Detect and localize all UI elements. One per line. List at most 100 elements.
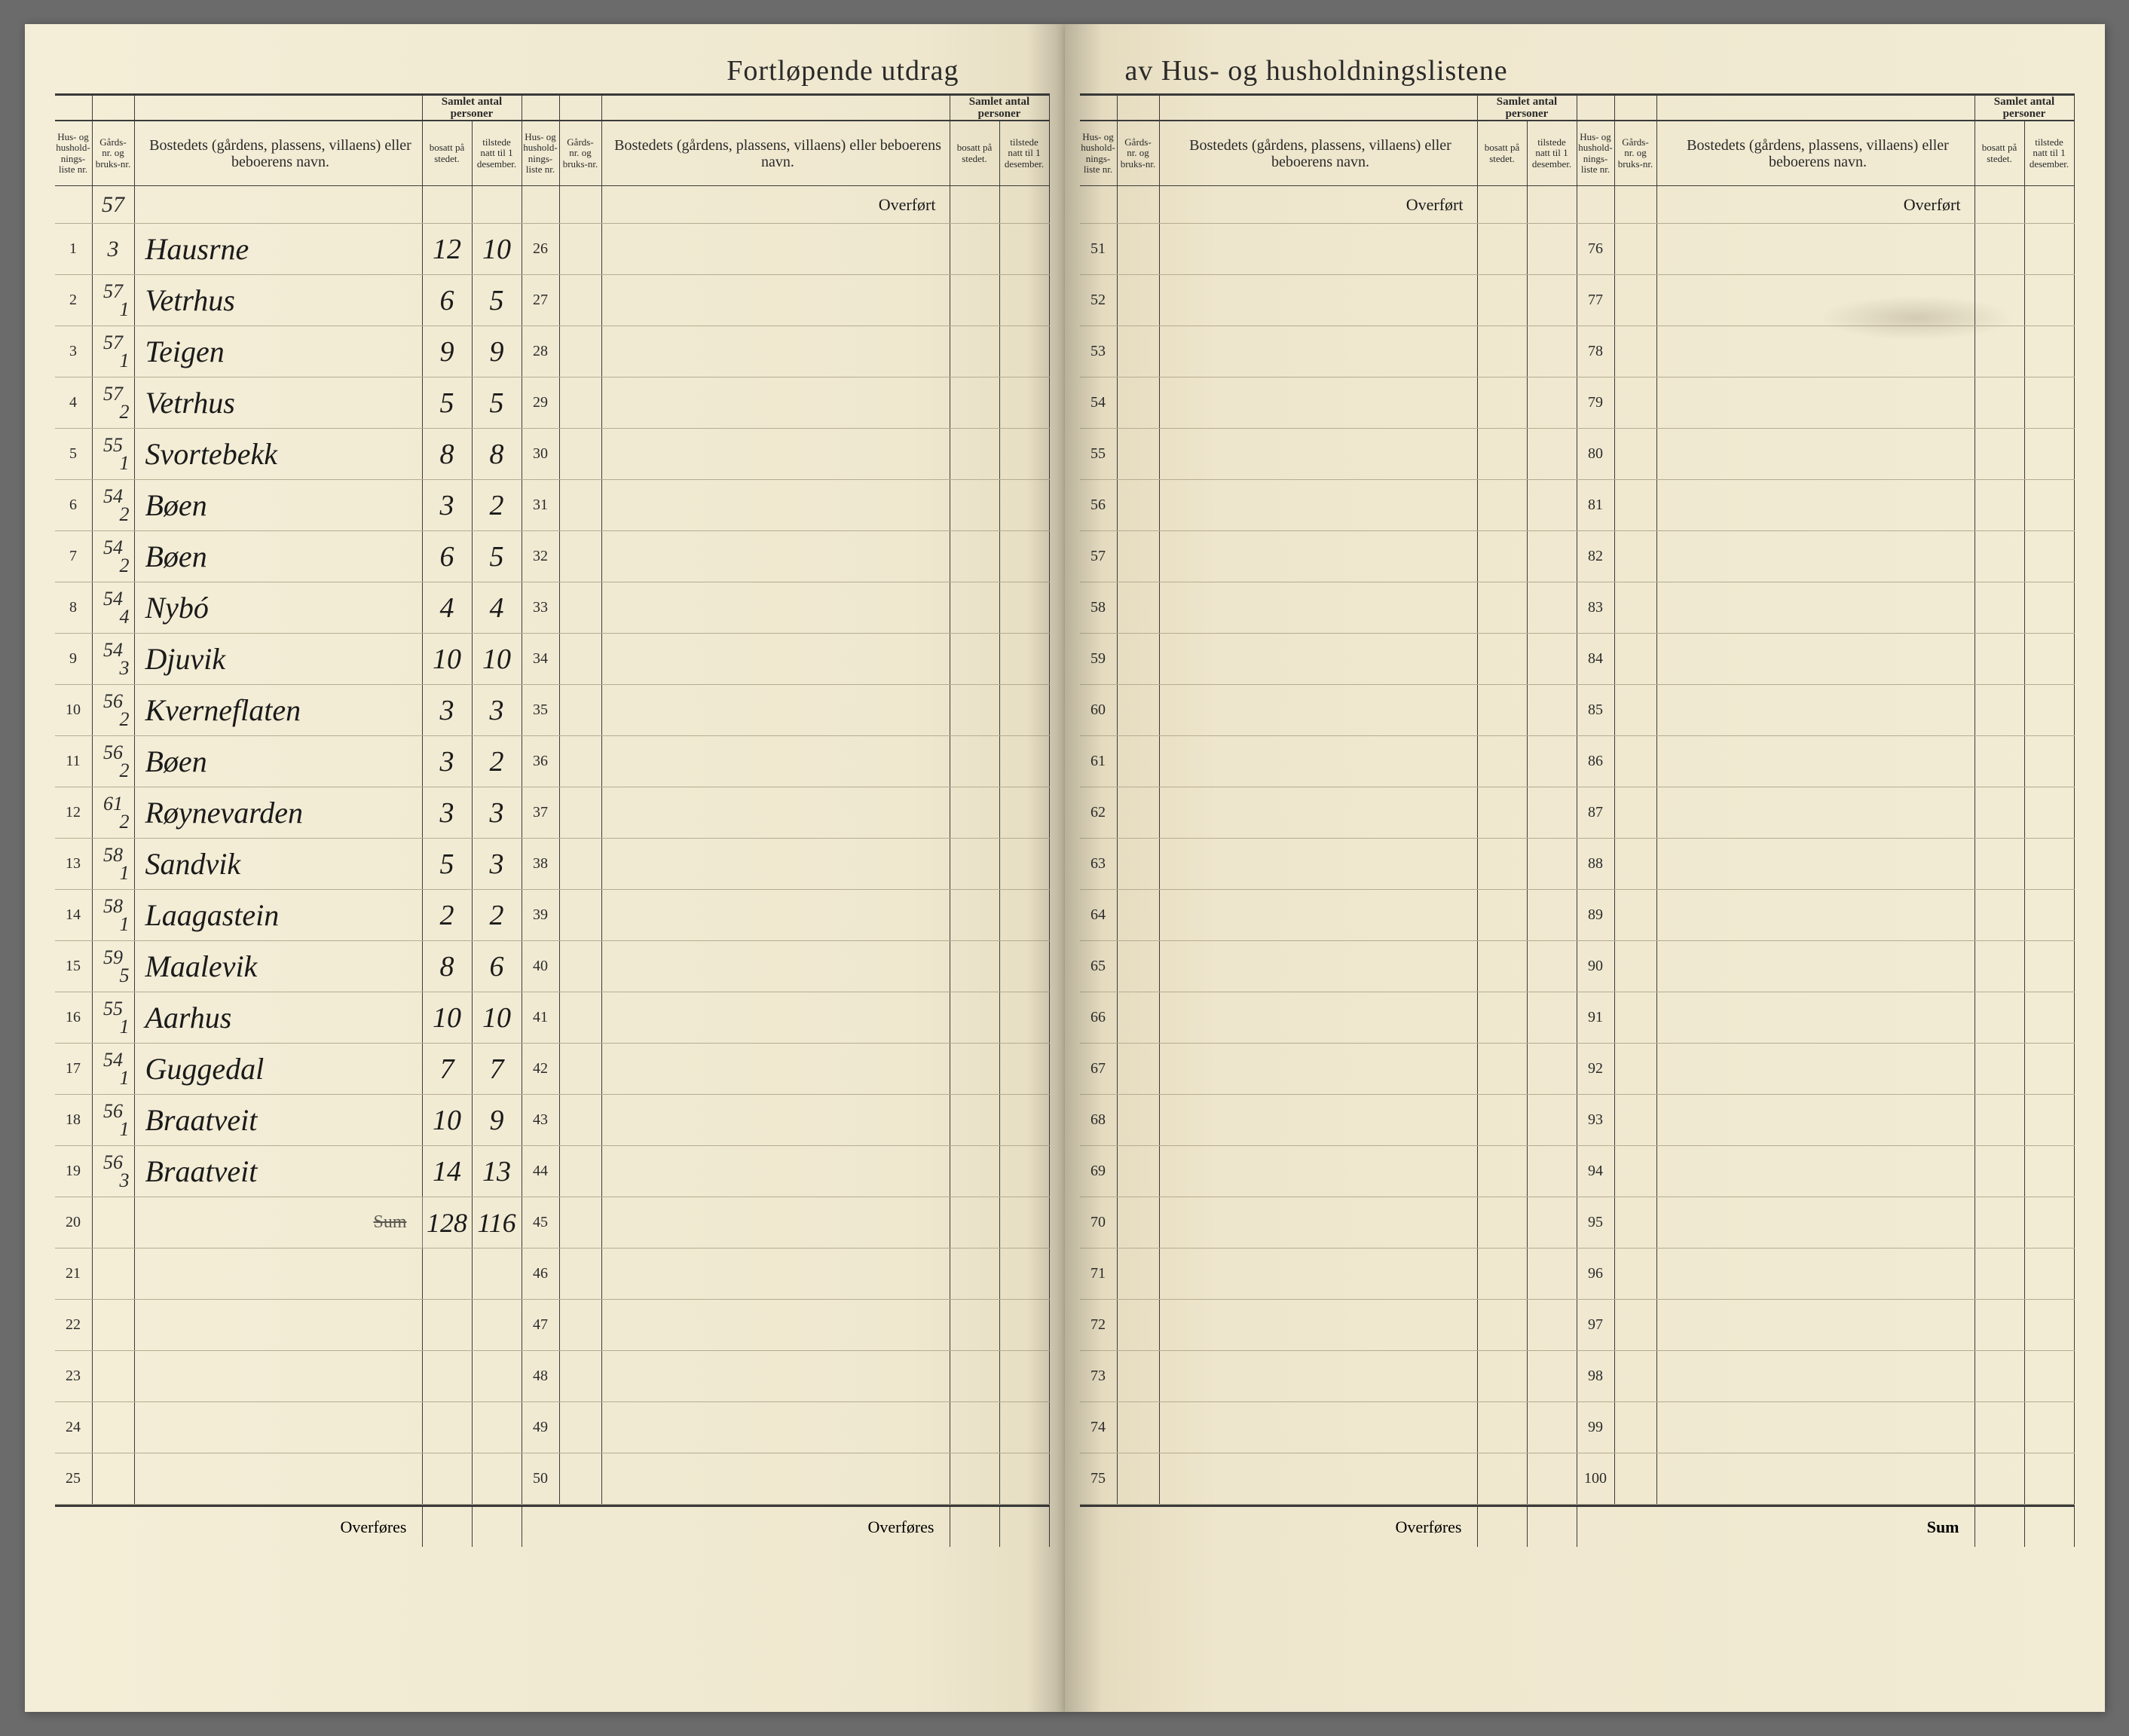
bosatt-count: 6 <box>423 531 473 582</box>
bosatt-count <box>1478 1453 1528 1504</box>
gard-nr <box>560 839 602 889</box>
row-number: 79 <box>1577 377 1615 428</box>
row-number: 35 <box>522 685 560 735</box>
bosted-name: Vetrhus <box>135 377 423 428</box>
bosatt-count <box>950 736 1000 787</box>
bosatt-count <box>950 634 1000 684</box>
gard-nr <box>1118 429 1160 479</box>
table-row: 22 <box>55 1300 522 1351</box>
row-number: 11 <box>55 736 93 787</box>
row-number: 76 <box>1577 224 1615 274</box>
gard-nr <box>1615 1402 1657 1453</box>
gard-nr: 581 <box>93 839 135 889</box>
gard-nr <box>1118 531 1160 582</box>
bosted-name <box>1657 326 1975 377</box>
gard-nr <box>1118 1249 1160 1299</box>
bosted-name <box>602 377 950 428</box>
row-number: 49 <box>522 1402 560 1453</box>
tilstede-count <box>1528 1146 1577 1197</box>
bosatt-count <box>950 377 1000 428</box>
gard-nr <box>1615 1044 1657 1094</box>
gard-nr <box>560 1095 602 1145</box>
bosatt-count <box>950 1197 1000 1248</box>
table-row: 14581Laagastein22 <box>55 890 522 941</box>
row-number: 39 <box>522 890 560 940</box>
bosted-name: Svortebekk <box>135 429 423 479</box>
bosatt-count: 5 <box>423 839 473 889</box>
bosatt-count: 14 <box>423 1146 473 1197</box>
table-row: 57 <box>1080 531 1577 582</box>
tilstede-count <box>1000 992 1050 1043</box>
gard-nr <box>1118 1146 1160 1197</box>
tilstede-count <box>2025 480 2075 530</box>
bosatt-count <box>950 480 1000 530</box>
bosted-name <box>135 1249 423 1299</box>
bosted-name <box>602 685 950 735</box>
bosted-name <box>1657 224 1975 274</box>
gard-nr <box>1615 377 1657 428</box>
gard-nr <box>1118 480 1160 530</box>
bosted-name <box>1160 1044 1478 1094</box>
bosatt-count <box>1975 531 2025 582</box>
table-row: 13Hausrne1210 <box>55 224 522 275</box>
tilstede-count <box>1528 224 1577 274</box>
bosted-name <box>135 1402 423 1453</box>
table-row: 34 <box>522 634 1050 685</box>
table-row: 100 <box>1577 1453 2075 1505</box>
tilstede-count <box>1000 1249 1050 1299</box>
left-s2-rows: Overført 2627282930313233343536373839404… <box>522 186 1050 1505</box>
row-number: 30 <box>522 429 560 479</box>
tilstede-count: 4 <box>473 582 522 633</box>
tilstede-count <box>2025 1453 2075 1504</box>
gard-nr <box>560 787 602 838</box>
bosatt-count: 8 <box>423 941 473 992</box>
table-row: 17541Guggedal77 <box>55 1044 522 1095</box>
bosatt-count <box>1975 736 2025 787</box>
bosatt-count <box>950 1402 1000 1453</box>
gard-nr: 542 <box>93 531 135 582</box>
bosatt-count <box>1975 480 2025 530</box>
bosatt-count <box>1478 1351 1528 1401</box>
bosatt-count <box>950 1300 1000 1350</box>
bosatt-count <box>423 1453 473 1504</box>
bosted-name <box>1657 736 1975 787</box>
bosted-name <box>1160 480 1478 530</box>
tilstede-count <box>2025 1249 2075 1299</box>
row-number: 28 <box>522 326 560 377</box>
gard-nr <box>1615 582 1657 633</box>
table-row: 87 <box>1577 787 2075 839</box>
gard-nr: 612 <box>93 787 135 838</box>
table-row: 59 <box>1080 634 1577 685</box>
tilstede-count <box>2025 1044 2075 1094</box>
gard-pre: 57 <box>93 186 135 223</box>
bosted-name <box>1657 1351 1975 1401</box>
table-row: 53 <box>1080 326 1577 377</box>
table-row: 25 <box>55 1453 522 1505</box>
row-number: 16 <box>55 992 93 1043</box>
gard-nr: 562 <box>93 685 135 735</box>
gard-nr <box>1615 1351 1657 1401</box>
bosted-name <box>1657 1249 1975 1299</box>
left-section-2: Samlet antal personer Hus- og hushold-ni… <box>522 96 1050 1547</box>
bosatt-count: 10 <box>423 1095 473 1145</box>
gard-nr <box>1615 992 1657 1043</box>
tilstede-count: 7 <box>473 1044 522 1094</box>
bosted-name <box>602 992 950 1043</box>
bosatt-count: 6 <box>423 275 473 326</box>
bosted-name <box>1657 1146 1975 1197</box>
bosted-name <box>1657 1402 1975 1453</box>
table-row: 42 <box>522 1044 1050 1095</box>
table-row: 11562Bøen32 <box>55 736 522 787</box>
bosatt-count <box>1478 1146 1528 1197</box>
bosatt-count <box>1975 582 2025 633</box>
bosted-name <box>1160 224 1478 274</box>
row-number: 90 <box>1577 941 1615 992</box>
row-number: 66 <box>1080 992 1118 1043</box>
row-number: 77 <box>1577 275 1615 326</box>
left-s1-rows: 57 13Hausrne12102571Vetrhus653571Teigen9… <box>55 186 522 1505</box>
tilstede-count <box>1000 429 1050 479</box>
tilstede-count <box>1528 787 1577 838</box>
row-number: 84 <box>1577 634 1615 684</box>
bosted-name: Aarhus <box>135 992 423 1043</box>
bosted-name <box>602 839 950 889</box>
